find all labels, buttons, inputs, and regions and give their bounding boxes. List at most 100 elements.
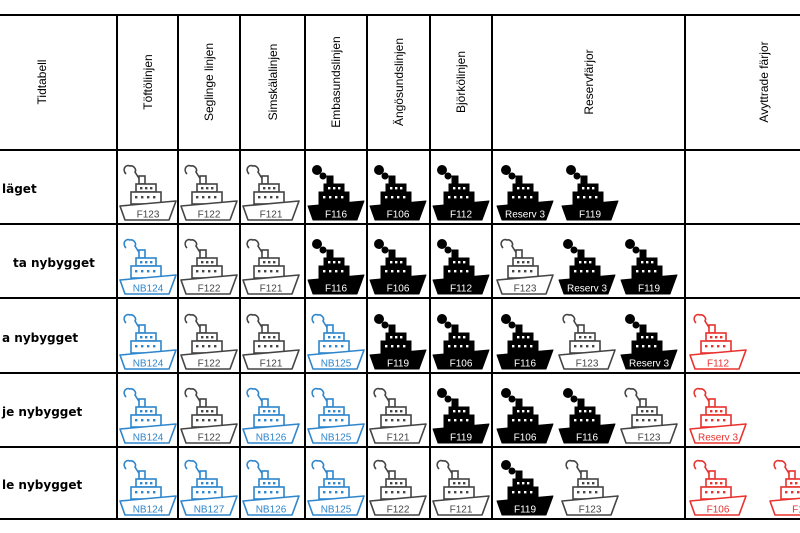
grid-line-horizontal — [0, 223, 800, 225]
ferry-icon: NB125 — [307, 387, 365, 444]
ferry-label: F121 — [387, 433, 410, 444]
ferry-icon: F121 — [432, 459, 490, 516]
ferry-label: F123 — [579, 505, 602, 516]
ferry-icon: NB127 — [180, 459, 238, 516]
header-retired: Avyttrade färjor — [757, 41, 771, 123]
ferry-label: F123 — [638, 433, 661, 444]
ferry-icon: F106 — [369, 165, 427, 221]
ferry-label: F122 — [387, 505, 410, 516]
ferry-label: F121 — [450, 505, 473, 516]
ferry-icon: F119 — [561, 165, 619, 221]
ferry-icon: NB125 — [307, 459, 365, 516]
ferry-icon: NB126 — [242, 387, 300, 444]
ferry-label: Reserv 3 — [567, 284, 607, 295]
ferry-icon: F116 — [496, 314, 554, 370]
ferry-label: F112 — [450, 210, 472, 221]
ferry-icon: F112 — [689, 313, 747, 370]
header-reserve: Reservfärjor — [581, 49, 596, 115]
ferry-label: F106 — [387, 284, 410, 295]
ferry-icon: NB124 — [119, 313, 177, 370]
row-label: le nybygget — [2, 478, 83, 492]
ferry-label: F106 — [450, 359, 473, 370]
ferry-label: F121 — [260, 284, 283, 295]
ferry-label: F122 — [198, 359, 221, 370]
grid-line-horizontal — [0, 518, 800, 520]
row-label: je nybygget — [2, 405, 83, 419]
ferry-label: F119 — [450, 433, 472, 444]
ferry-icon: Reserv 3 — [689, 387, 747, 444]
ferry-icon: F116 — [307, 165, 365, 221]
ferry-icon: F121 — [369, 387, 427, 444]
ferry-icon: F106 — [432, 314, 490, 370]
ferry-icon: F116 — [558, 388, 616, 444]
grid-line-horizontal — [0, 14, 800, 16]
ferry-label: Reserv 3 — [505, 210, 545, 221]
grid-line-vertical — [239, 15, 241, 519]
ferry-label: Reserv 3 — [629, 359, 669, 370]
grid-line-vertical — [177, 15, 179, 519]
ferry-label: F116 — [325, 284, 347, 295]
ferry-icon: F123 — [620, 387, 678, 444]
ferry-icon: F122 — [180, 164, 238, 221]
ferry-icon: F123 — [496, 238, 554, 295]
ferry-icon: F116 — [307, 239, 365, 295]
ferry-icon: F121 — [242, 238, 300, 295]
ferry-label: F112 — [707, 359, 729, 370]
ferry-icon: F119 — [369, 314, 427, 370]
ferry-label: F119 — [579, 210, 601, 221]
ferry-label: F116 — [325, 210, 347, 221]
ferry-label: F106 — [707, 505, 730, 516]
ferry-label: NB125 — [321, 359, 352, 370]
row-label: ta nybygget — [13, 256, 95, 270]
row-label: a nybygget — [2, 330, 79, 345]
ferry-icon: F121 — [242, 313, 300, 370]
ferry-label: NB126 — [256, 505, 287, 516]
ferry-label: F121 — [260, 359, 283, 370]
ferry-icon: NB124 — [119, 459, 177, 516]
grid-line-horizontal — [0, 446, 800, 448]
header-route: Björkölinjen — [454, 50, 468, 114]
row-label: läget — [2, 182, 37, 196]
ferry-label: NB124 — [133, 284, 164, 295]
ferry-label: NB124 — [133, 359, 164, 370]
ferry-icon: F106 — [496, 388, 554, 444]
ferry-label: F121 — [260, 210, 283, 221]
header-route: Embasundslinjen — [329, 36, 343, 128]
header-schedule: Tidtabell — [35, 59, 49, 105]
ferry-label: F123 — [514, 284, 537, 295]
ferry-label: NB127 — [194, 505, 225, 516]
ferry-icon: NB124 — [119, 387, 177, 444]
header-route: Seglinge linjen — [202, 42, 216, 122]
ferry-label: F1 — [792, 505, 800, 516]
ferry-icon: NB125 — [307, 313, 365, 370]
ferry-label: Reserv 3 — [698, 433, 738, 444]
ferry-icon: F121 — [242, 164, 300, 221]
ferry-icon: F119 — [432, 388, 490, 444]
ferry-icon: Reserv 3 — [496, 165, 554, 221]
ferry-label: F116 — [514, 359, 536, 370]
ferry-label: F122 — [198, 210, 221, 221]
ferry-label: F116 — [576, 433, 598, 444]
ferry-icon: F119 — [496, 460, 554, 516]
grid-line-vertical — [684, 15, 686, 519]
grid-line-vertical — [491, 15, 493, 519]
ferry-label: F123 — [576, 359, 599, 370]
ferry-icon: F122 — [369, 459, 427, 516]
ferry-label: F119 — [387, 359, 409, 370]
header-route: Töftölinjen — [140, 54, 155, 110]
ferry-icon: F119 — [620, 239, 678, 295]
grid-line-vertical — [116, 15, 118, 519]
ferry-icon: Reserv 3 — [620, 314, 678, 370]
ferry-icon: NB126 — [242, 459, 300, 516]
ferry-icon: F123 — [561, 459, 619, 516]
ferry-icon: F112 — [432, 165, 490, 221]
header-route: Ängösundslinjen — [391, 37, 406, 127]
ferry-icon: F106 — [369, 239, 427, 295]
grid-line-vertical — [304, 15, 306, 519]
ferry-label: F119 — [514, 505, 536, 516]
ferry-icon: NB124 — [119, 238, 177, 295]
ferry-label: NB124 — [133, 505, 164, 516]
header-route: Simskälalinjen — [265, 43, 280, 121]
ferry-icon: F123 — [119, 164, 177, 221]
